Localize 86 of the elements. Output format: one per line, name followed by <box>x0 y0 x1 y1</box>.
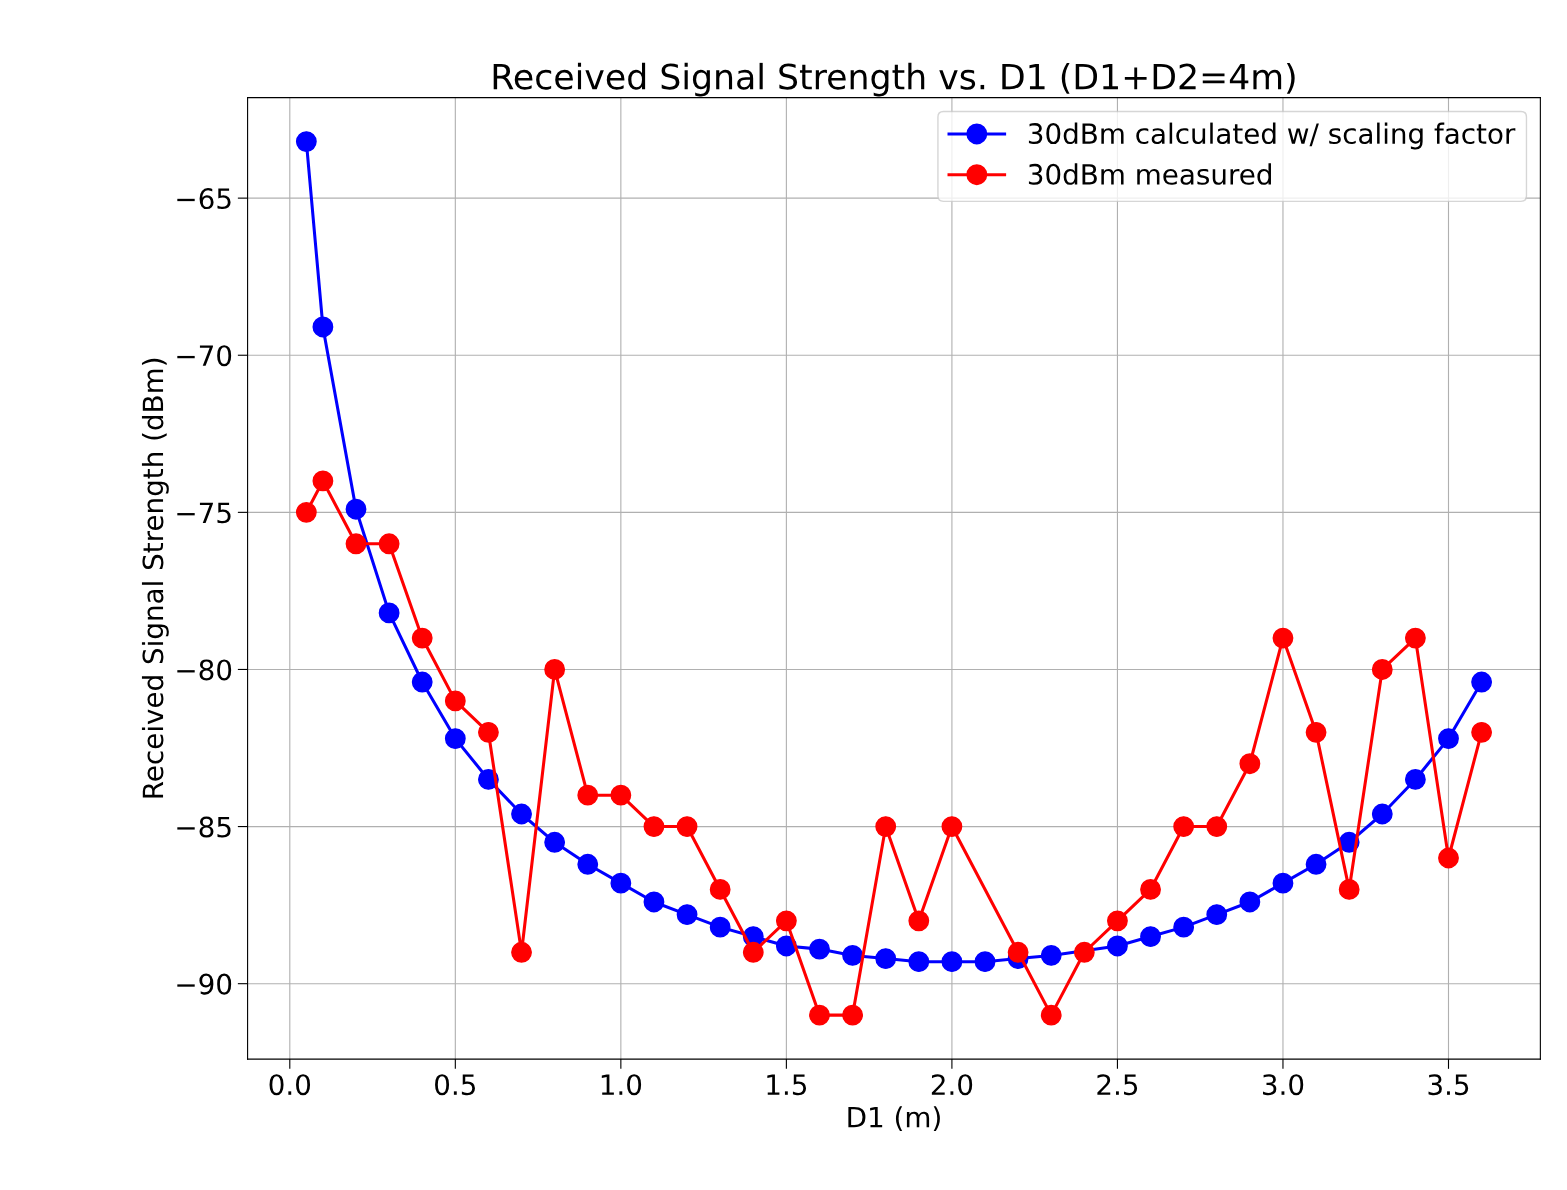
point <box>709 916 731 938</box>
point <box>1338 879 1360 900</box>
point <box>544 659 566 680</box>
point <box>908 910 930 932</box>
x-tick-label: 2.0 <box>931 1074 973 1096</box>
point <box>974 951 996 973</box>
point <box>1140 879 1161 900</box>
y-tick-label: −75 <box>177 502 231 524</box>
point <box>709 879 731 900</box>
chart-title: Received Signal Strength vs. D1 (D1+D2=4m) <box>493 62 1295 97</box>
point <box>610 784 632 806</box>
point <box>511 941 532 963</box>
point <box>312 316 334 338</box>
x-tick-label: 0.0 <box>269 1074 311 1096</box>
legend-label: 30dBm calculated w/ scaling factor <box>1028 122 1516 150</box>
point <box>1007 941 1029 963</box>
point <box>842 944 864 966</box>
point <box>1206 904 1228 925</box>
point <box>1371 803 1393 825</box>
point <box>411 627 433 649</box>
point <box>1404 769 1426 790</box>
x-axis-title: D1 (m) <box>848 1106 940 1131</box>
point <box>643 816 665 837</box>
point <box>809 938 830 960</box>
point <box>875 948 897 969</box>
y-tick-label: −70 <box>177 345 232 367</box>
point <box>295 131 317 152</box>
x-tick-label: 1.0 <box>601 1074 642 1096</box>
point <box>742 941 764 963</box>
point <box>676 816 698 837</box>
point <box>1305 721 1327 743</box>
point <box>511 803 532 825</box>
point <box>1107 910 1128 932</box>
point <box>1107 935 1128 957</box>
point <box>941 951 963 973</box>
point <box>941 816 963 837</box>
y-tick-label: −80 <box>177 659 232 681</box>
point <box>775 910 797 932</box>
point <box>1206 816 1228 837</box>
x-tick-label: 3.0 <box>1263 1074 1304 1096</box>
point <box>875 816 897 837</box>
point <box>345 533 367 555</box>
point <box>1040 944 1062 966</box>
point <box>295 501 317 523</box>
point <box>809 1004 830 1026</box>
point <box>1272 872 1294 894</box>
point <box>1305 853 1327 875</box>
point <box>444 728 466 750</box>
point <box>1272 627 1294 649</box>
point <box>1173 816 1195 837</box>
x-tick-label: 3.5 <box>1428 1074 1469 1096</box>
point <box>1438 728 1459 750</box>
point <box>610 872 632 894</box>
point <box>378 602 400 624</box>
point <box>478 721 499 743</box>
point <box>1438 847 1459 869</box>
point <box>1471 721 1493 743</box>
x-tick-label: 0.5 <box>435 1074 475 1096</box>
point <box>1404 627 1426 649</box>
point <box>1239 891 1261 913</box>
point <box>908 951 930 973</box>
point <box>1239 753 1261 775</box>
legend-label: 30dBm measured <box>1028 163 1271 185</box>
point <box>1173 916 1195 938</box>
point <box>1040 1004 1062 1026</box>
y-tick-label: −65 <box>177 188 231 210</box>
point <box>345 498 367 520</box>
x-tick-label: 1.5 <box>767 1074 807 1096</box>
y-axis-title: Received Signal Strength (dBm) <box>141 358 169 798</box>
point <box>1073 941 1095 963</box>
x-tick-label: 2.5 <box>1097 1074 1138 1096</box>
point <box>577 784 599 806</box>
point <box>444 690 466 712</box>
point <box>544 831 566 853</box>
point <box>411 671 433 693</box>
y-tick-label: −90 <box>177 973 232 995</box>
y-tick-label: −85 <box>177 816 231 838</box>
point <box>312 470 334 492</box>
point <box>1140 926 1161 947</box>
point <box>577 853 599 875</box>
point <box>1371 659 1393 680</box>
point <box>643 891 665 913</box>
point <box>378 533 400 555</box>
point <box>676 904 698 925</box>
point <box>842 1004 864 1026</box>
point <box>1471 671 1493 693</box>
